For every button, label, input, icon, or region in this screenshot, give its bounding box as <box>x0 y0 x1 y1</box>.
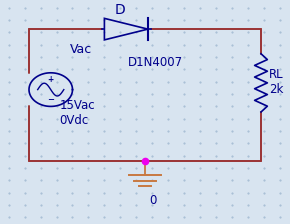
Text: D1N4007: D1N4007 <box>128 56 183 69</box>
Text: +: + <box>48 75 54 84</box>
Text: 0: 0 <box>149 194 157 207</box>
Text: D: D <box>115 3 126 17</box>
Text: −: − <box>47 95 54 105</box>
Text: RL
2k: RL 2k <box>269 68 284 96</box>
Text: Vac: Vac <box>70 43 92 56</box>
Text: 15Vac
0Vdc: 15Vac 0Vdc <box>59 99 95 127</box>
